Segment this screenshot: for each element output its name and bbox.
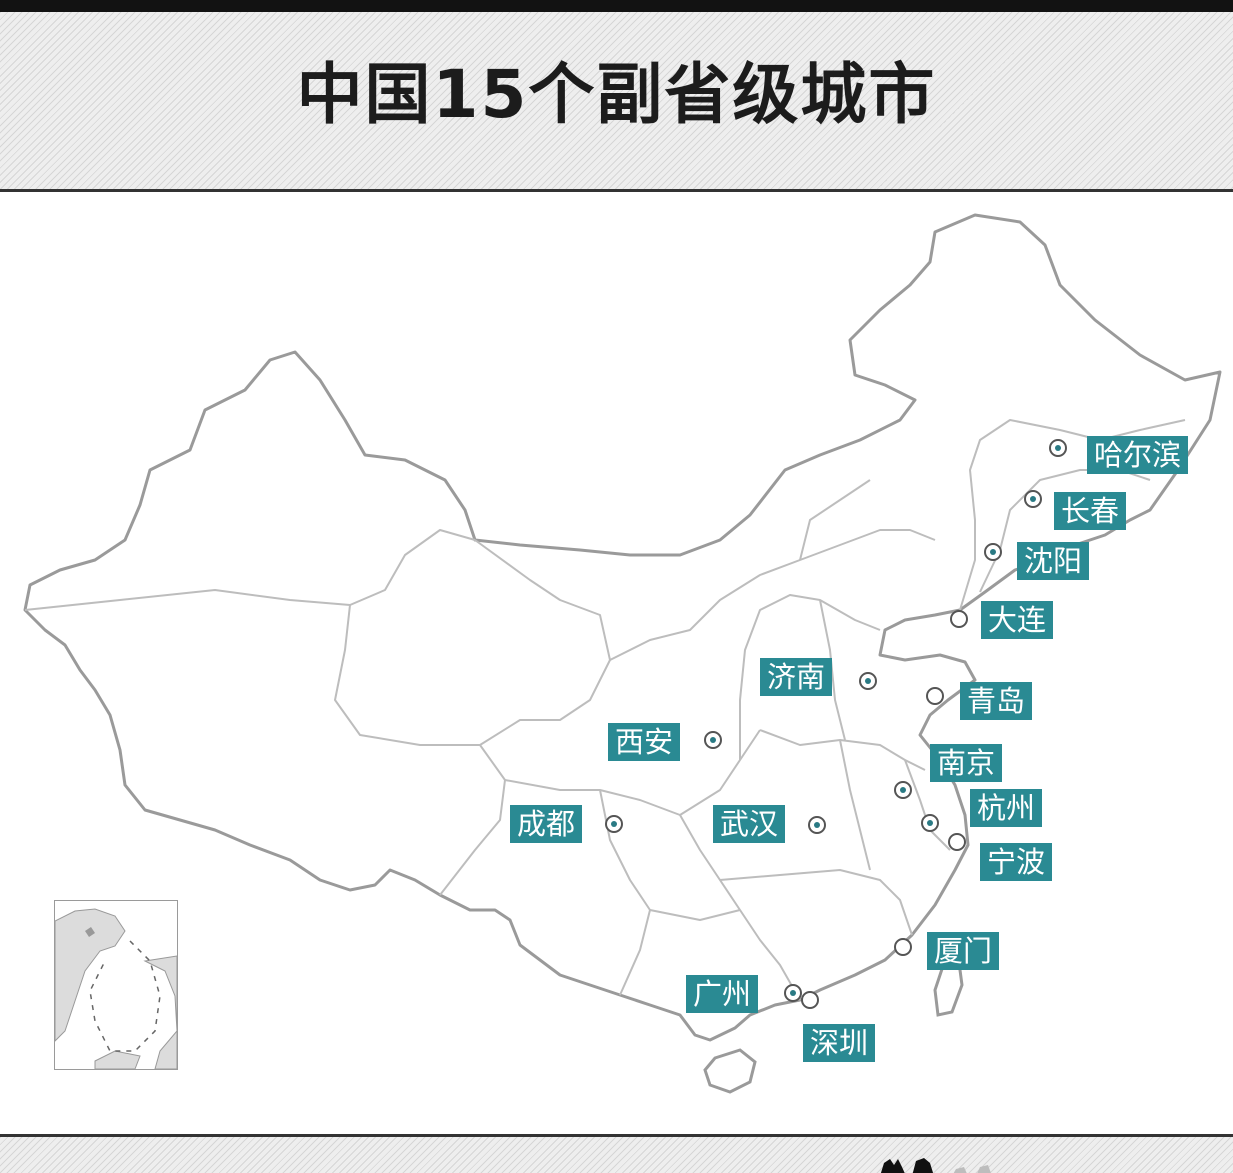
- hainan-outline: [703, 1048, 757, 1094]
- city-marker-9: [921, 814, 939, 832]
- city-label-nanjing: 南京: [930, 744, 1003, 782]
- city-marker-2: [1024, 490, 1042, 508]
- city-marker-8: [894, 781, 912, 799]
- city-marker-14: [784, 984, 802, 1002]
- page-title: 中国15个副省级城市: [296, 56, 937, 133]
- city-label-changchun: 长春: [1054, 492, 1127, 530]
- city-label-qingdao: 青岛: [960, 682, 1033, 720]
- south-china-sea-inset: [54, 900, 178, 1070]
- city-marker-12: [948, 833, 966, 851]
- south-china-sea-inset-icon: [55, 908, 177, 1069]
- publisher-logo-icon: [880, 1158, 991, 1173]
- city-marker-3: [984, 543, 1002, 561]
- header-banner: [0, 12, 1233, 192]
- city-marker-5: [859, 672, 877, 690]
- city-label-shenyang: 沈阳: [1017, 542, 1090, 580]
- city-label-hangzhou: 杭州: [970, 789, 1043, 827]
- city-marker-4: [950, 610, 968, 628]
- city-label-ningbo: 宁波: [980, 843, 1053, 881]
- footer-banner: [0, 1134, 1233, 1173]
- city-marker-11: [808, 816, 826, 834]
- city-marker-15: [801, 991, 819, 1009]
- city-label-guangzhou: 广州: [686, 975, 759, 1013]
- city-label-shenzhen: 深圳: [803, 1024, 876, 1062]
- city-marker-6: [926, 687, 944, 705]
- city-label-xian: 西安: [608, 723, 681, 761]
- city-label-harbin: 哈尔滨: [1087, 436, 1189, 474]
- publisher-logo: [876, 1155, 996, 1173]
- city-marker-13: [894, 938, 912, 956]
- city-marker-10: [605, 815, 623, 833]
- city-marker-7: [704, 731, 722, 749]
- city-label-jinan: 济南: [760, 658, 833, 696]
- city-label-xiamen: 厦门: [927, 932, 1000, 970]
- city-label-wuhan: 武汉: [713, 805, 786, 843]
- city-label-dalian: 大连: [981, 601, 1054, 639]
- city-label-chengdu: 成都: [510, 805, 583, 843]
- top-bar: [0, 0, 1233, 12]
- city-marker-1: [1049, 439, 1067, 457]
